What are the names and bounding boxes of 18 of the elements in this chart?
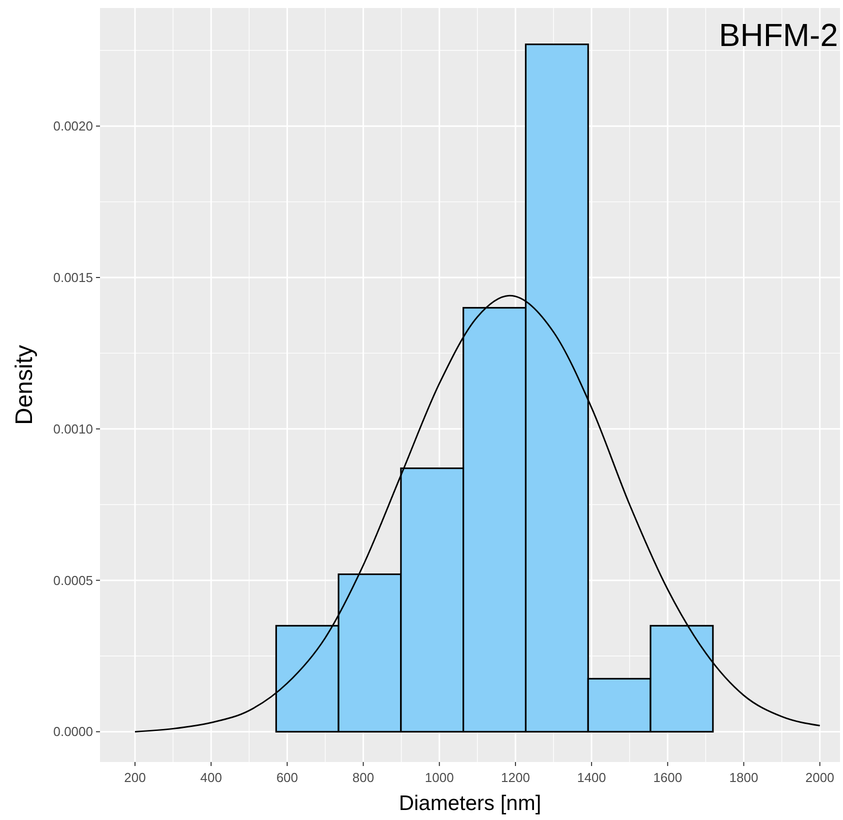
y-tick-label: 0.0020 [53,118,93,134]
x-tick-label: 2000 [805,770,834,785]
x-tick-label: 600 [276,770,298,785]
x-tick-label: 1000 [424,770,454,785]
x-tick-label: 400 [200,770,222,785]
x-axis-title: Diameters [nm] [398,792,542,815]
x-tick-label: 800 [352,770,374,785]
x-tick-label: 1400 [577,770,606,785]
x-tick-label: 200 [124,770,146,785]
x-tick-label: 1600 [653,770,682,785]
x-tick-label: 1200 [501,770,530,785]
y-tick-label: 0.0010 [53,421,93,436]
y-tick-label: 0.0000 [53,724,93,740]
y-tick-label: 0.0005 [53,572,93,588]
x-tick-label: 1800 [729,770,758,785]
y-tick-label: 0.0015 [53,270,93,285]
chart-title: BHFM-2 [718,17,838,53]
y-axis-title: Density [11,344,38,426]
